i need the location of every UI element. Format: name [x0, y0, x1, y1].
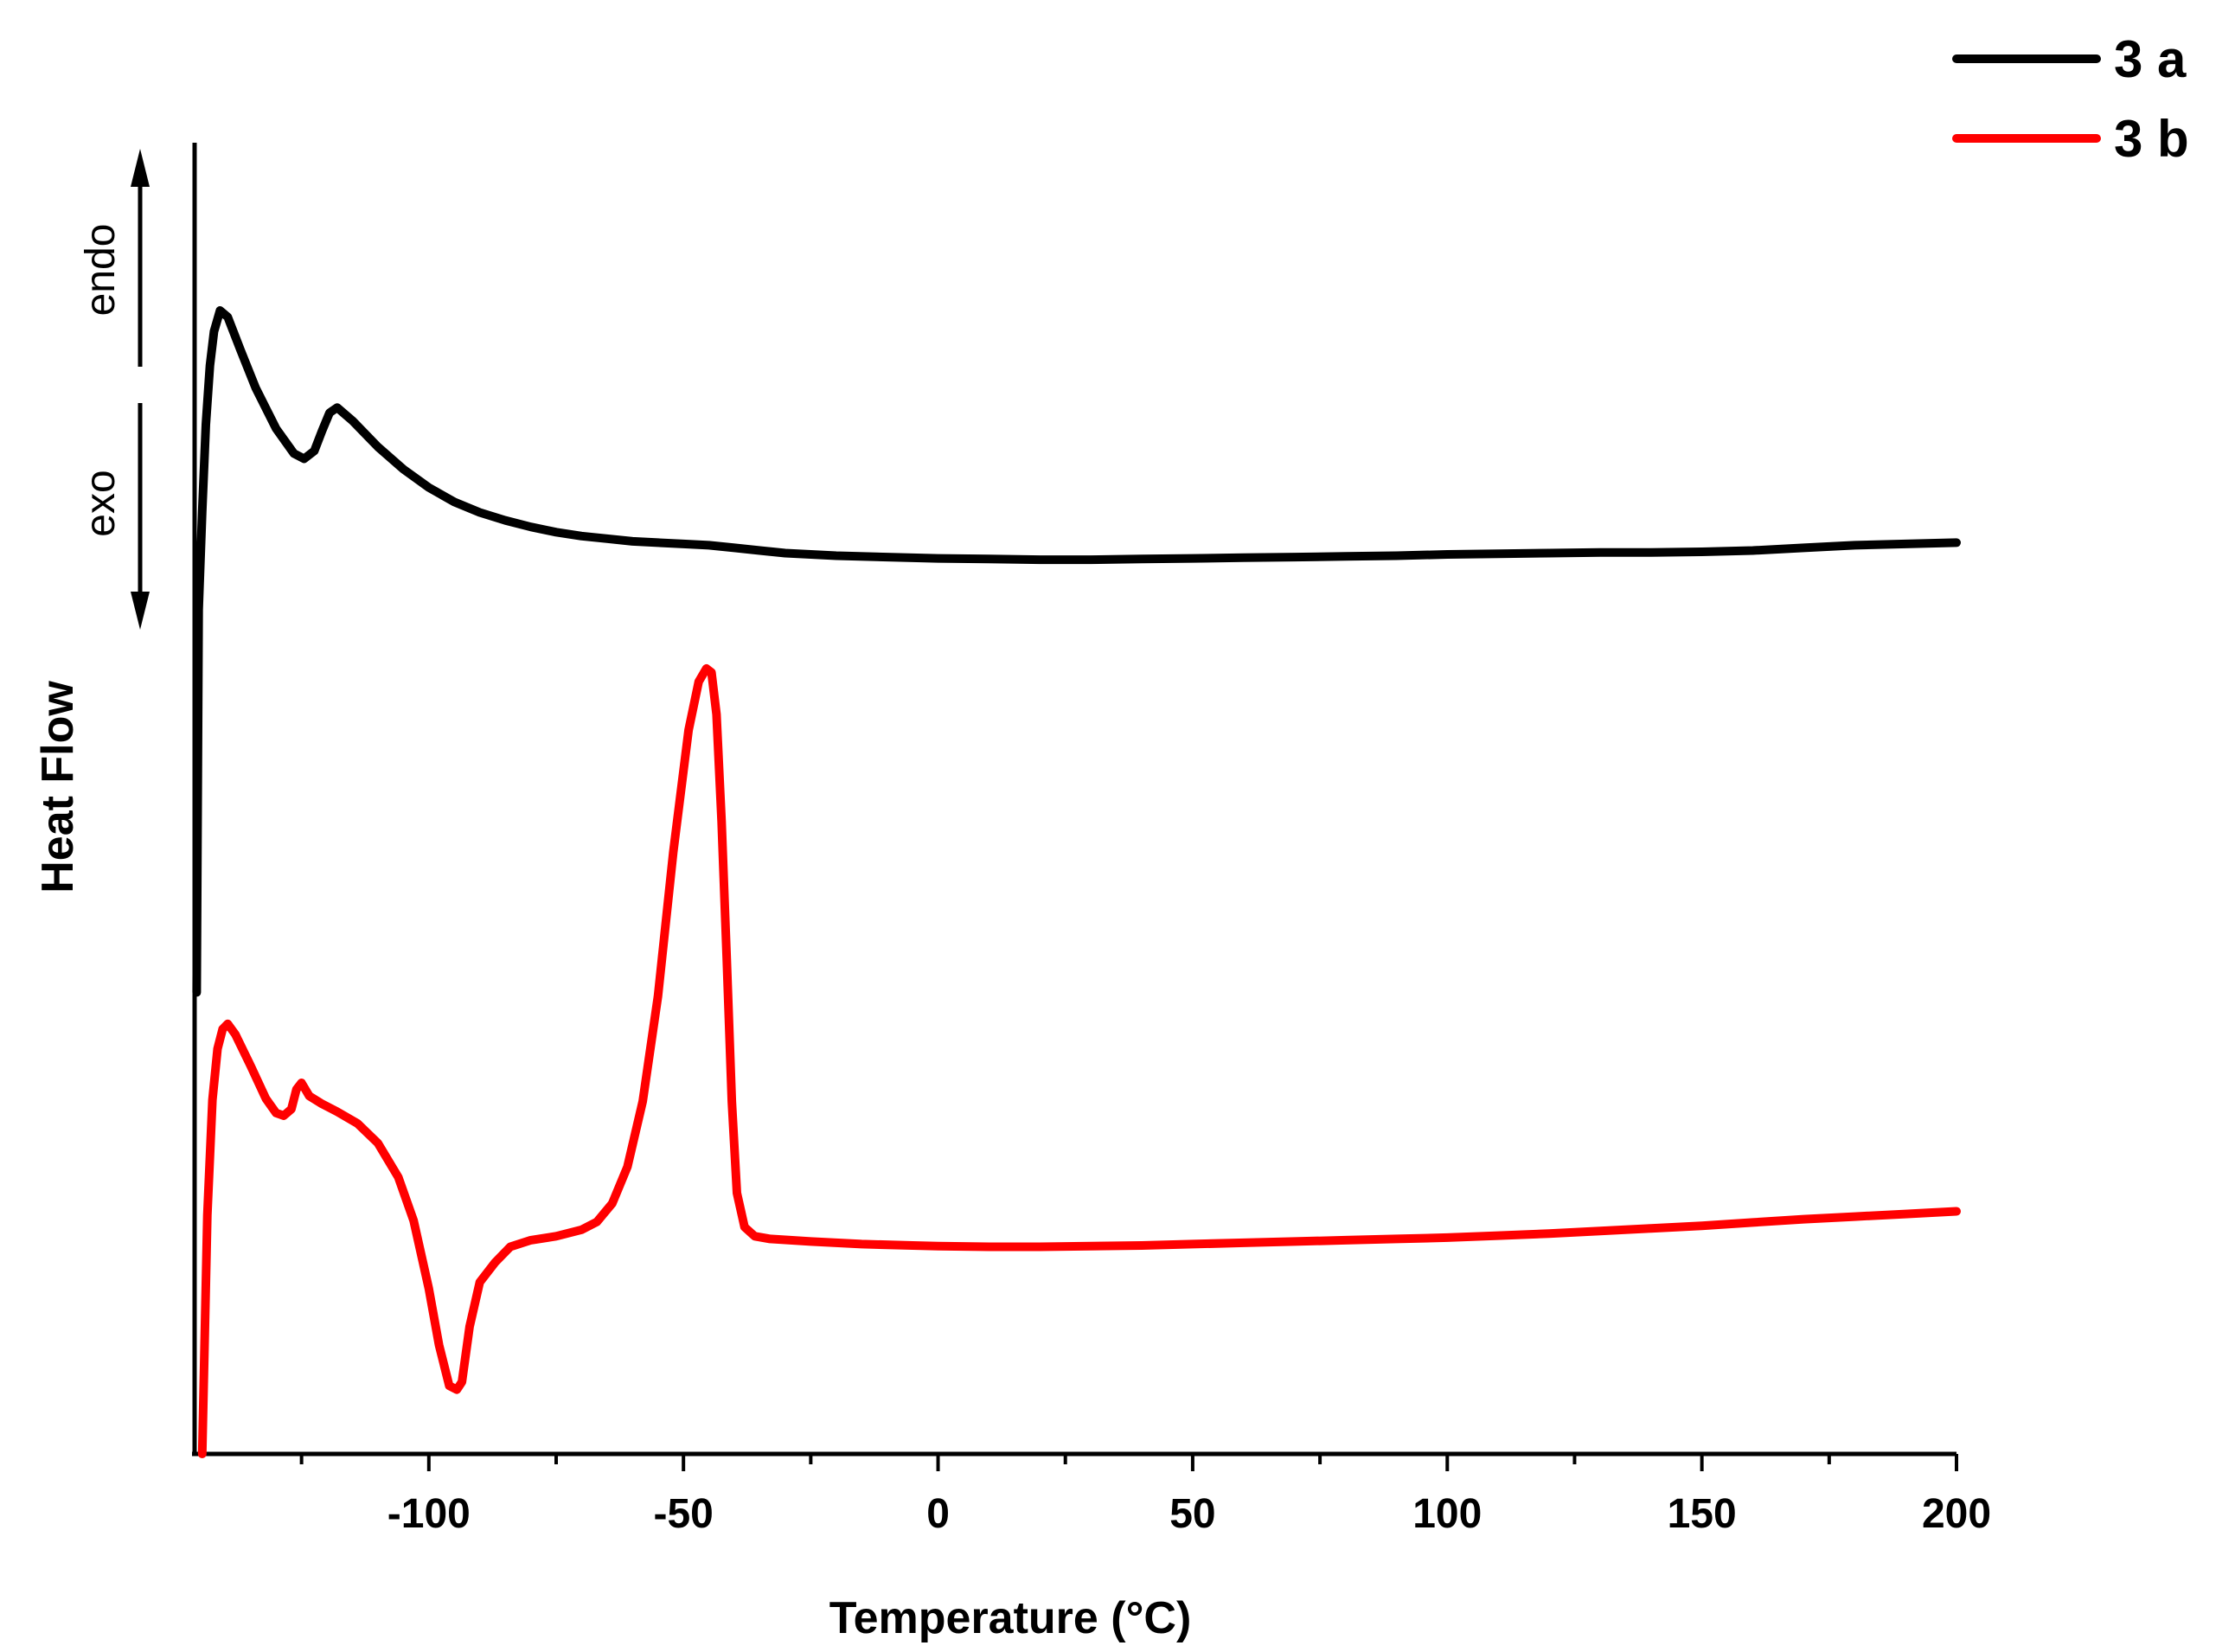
legend: 3 a3 b [1952, 30, 2189, 168]
series-line-3a [192, 306, 1961, 997]
endo-exo-indicator: endo exo [78, 149, 150, 630]
endo-label: endo [78, 224, 124, 317]
exo-arrow-head-icon [131, 592, 150, 630]
x-axis-ticks [299, 1454, 1958, 1471]
legend-label-3a: 3 a [2114, 30, 2187, 88]
exo-label: exo [78, 470, 124, 536]
series-layer [192, 306, 1961, 1458]
x-axis-title: Temperature (°C) [829, 1593, 1192, 1643]
plot-area: -100 -50 0 50 100 150 200 [192, 143, 1991, 1537]
x-tick-label: 50 [1169, 1491, 1215, 1537]
x-tick-label: 200 [1922, 1491, 1991, 1537]
x-tick-label: -50 [653, 1491, 713, 1537]
legend-label-3b: 3 b [2114, 110, 2189, 168]
series-line-3b [197, 663, 1961, 1458]
endo-arrow-head-icon [131, 149, 150, 187]
x-tick-label: 150 [1668, 1491, 1737, 1537]
x-tick-label: 0 [926, 1491, 950, 1537]
x-axis-tick-labels: -100 -50 0 50 100 150 200 [387, 1491, 1991, 1537]
x-tick-label: 100 [1412, 1491, 1482, 1537]
x-tick-label: -100 [387, 1491, 471, 1537]
y-axis-title: Heat Flow [33, 681, 83, 893]
